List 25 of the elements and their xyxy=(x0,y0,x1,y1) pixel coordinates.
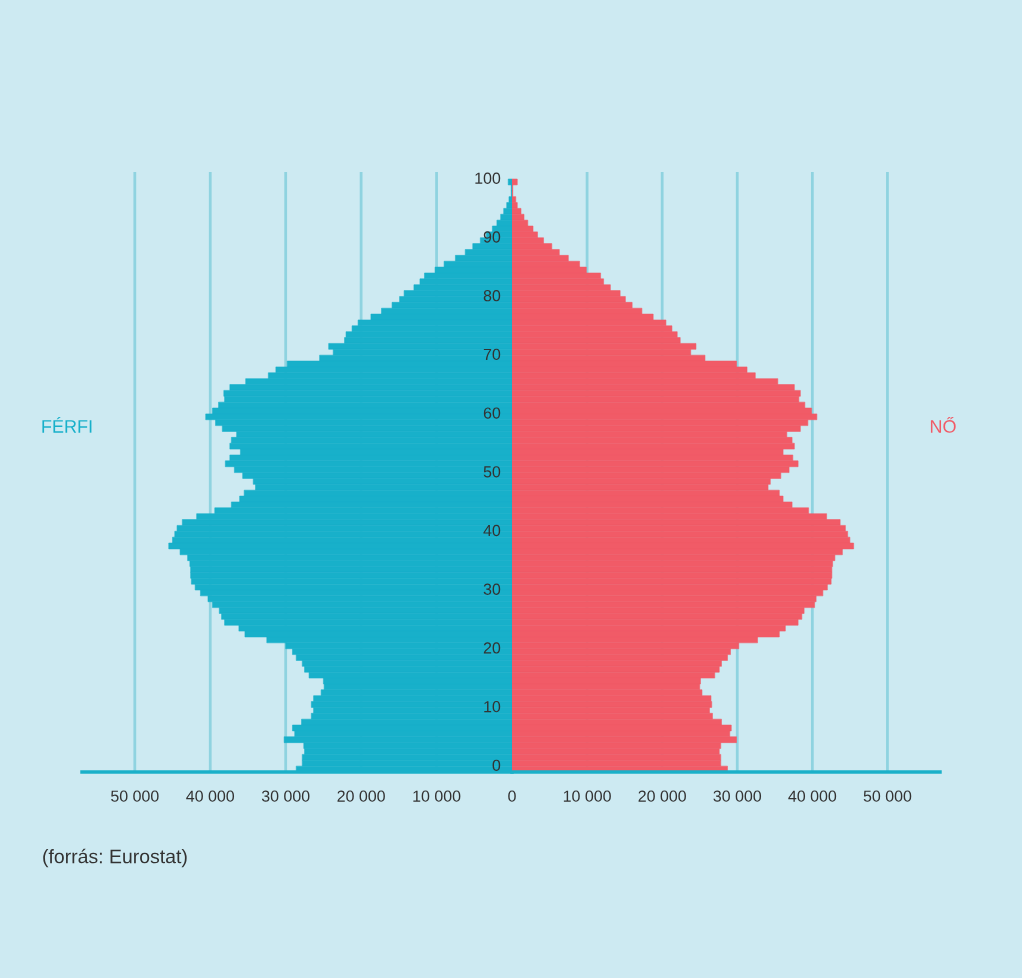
y-tick-label: 0 xyxy=(492,759,501,771)
y-tick-label: 90 xyxy=(483,231,501,243)
x-tick-label: 40 000 xyxy=(186,790,235,802)
text: NŐ xyxy=(930,417,956,433)
x-tick-label: 30 000 xyxy=(713,790,762,802)
x-tick-label: 40 000 xyxy=(788,790,837,802)
y-tick-label: 20 xyxy=(483,642,501,654)
text: FÉRFI xyxy=(42,417,92,433)
x-tick-label: 20 000 xyxy=(337,790,385,802)
y-tick-label: 40 xyxy=(483,524,501,537)
x-tick-label: 50 000 xyxy=(111,790,159,802)
y-tick-label: 80 xyxy=(483,290,501,302)
y-tick-label: 10 xyxy=(484,700,501,713)
y-tick-label: 30 xyxy=(483,583,501,595)
y-tick-label: 60 xyxy=(483,407,501,419)
x-tick-label: 10 000 xyxy=(413,790,461,802)
x-tick-label: 10 000 xyxy=(563,790,611,802)
y-tick-label: 100 xyxy=(475,172,501,184)
x-tick-label: 50 000 xyxy=(863,790,912,802)
x-tick-label: 20 000 xyxy=(638,790,686,802)
y-tick-label: 70 xyxy=(483,348,501,361)
x-tick-label: 30 000 xyxy=(261,790,310,802)
y-tick-label: 50 xyxy=(483,466,501,478)
text: (forrás: Eurostat) xyxy=(43,848,187,868)
x-tick-label: 0 xyxy=(508,790,516,802)
